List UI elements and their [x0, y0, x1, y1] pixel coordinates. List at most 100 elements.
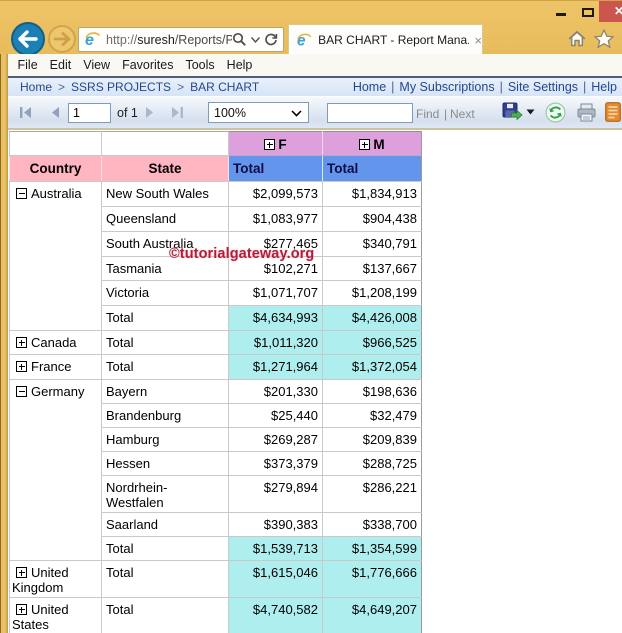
table-row: Germany Bayern $201,330 $198,636: [9, 379, 422, 561]
country-label: United Kingdom: [12, 565, 69, 595]
state-cell: Hessen: [101, 451, 229, 476]
menu-item-tools[interactable]: Tools: [185, 58, 215, 72]
back-button[interactable]: [11, 22, 45, 56]
breadcrumb-link[interactable]: Home: [20, 80, 53, 94]
export-icon[interactable]: [501, 101, 523, 123]
value-cell-f: $1,011,320: [228, 330, 323, 355]
menu-item-view[interactable]: View: [83, 58, 111, 72]
value-cell-m: $4,649,207: [322, 597, 422, 633]
value-cell-m: $4,426,008: [322, 305, 422, 331]
site-link[interactable]: My Subscriptions: [399, 80, 495, 94]
tab-close-icon[interactable]: ×: [474, 32, 482, 48]
country-cell-united-kingdom: United Kingdom: [9, 560, 102, 598]
export-dropdown-icon[interactable]: [526, 109, 535, 115]
value-cell-f: $390,383: [228, 512, 323, 537]
value-cell-f: $1,539,713: [228, 536, 323, 561]
print-icon[interactable]: [576, 103, 597, 122]
value-cell-f: $102,271: [228, 256, 323, 281]
value-cell-f: $1,271,964: [228, 354, 323, 380]
state-cell: South Australia: [101, 231, 229, 257]
value-cell-f: $269,287: [228, 427, 323, 452]
breadcrumb-separator: >: [58, 80, 66, 94]
address-dropdown-icon[interactable]: [251, 36, 260, 43]
minimize-button[interactable]: [556, 13, 566, 16]
page-number-input[interactable]: [68, 103, 111, 123]
close-button[interactable]: ✕: [599, 1, 622, 22]
menu-item-favorites[interactable]: Favorites: [122, 58, 174, 72]
menu-item-file[interactable]: File: [17, 58, 38, 72]
total-header-m: Total: [322, 155, 422, 182]
forward-button[interactable]: [48, 25, 76, 53]
breadcrumb: Home > SSRS PROJECTS > BAR CHART: [20, 80, 259, 94]
site-link[interactable]: Site Settings: [507, 80, 579, 94]
svg-text:e: e: [297, 32, 306, 48]
country-cell-canada: Canada: [9, 330, 102, 355]
collapse-toggle-icon[interactable]: [16, 188, 27, 199]
state-cell: Total: [101, 560, 229, 598]
table-row: Nordrhein-Westfalen $279,894 $286,221: [10, 475, 422, 513]
state-cell: Saarland: [101, 512, 229, 537]
expand-toggle-icon[interactable]: [16, 604, 27, 615]
refresh-report-icon[interactable]: [545, 102, 566, 123]
country-cell-germany: Germany: [9, 379, 102, 561]
find-link[interactable]: Find: [416, 107, 440, 121]
state-cell: Queensland: [101, 206, 229, 232]
breadcrumb-link[interactable]: BAR CHART: [190, 80, 260, 94]
state-cell: New South Wales: [101, 181, 229, 207]
report-toolbar: of 1 100% Find | Next: [0, 96, 622, 129]
table-row: Total $1,539,713 $1,354,599: [10, 536, 422, 561]
state-cell: Total: [101, 330, 229, 355]
refresh-page-icon[interactable]: [264, 33, 278, 47]
address-bar[interactable]: e http://suresh/Reports/P: [78, 27, 284, 52]
value-cell-f: $1,071,707: [228, 280, 323, 306]
table-row: Canada Total $1,011,320 $966,525: [9, 330, 422, 355]
state-cell: Bayern: [101, 379, 229, 404]
next-page-button[interactable]: [145, 106, 155, 119]
ie-tab-icon: e: [297, 32, 312, 49]
country-cell-australia: Australia: [9, 181, 102, 331]
table-row: Brandenburg $25,440 $32,479: [10, 403, 422, 428]
find-input[interactable]: [327, 103, 413, 123]
next-link[interactable]: Next: [450, 107, 475, 121]
site-links-separator: |: [391, 80, 395, 94]
value-cell-f: $25,440: [228, 403, 323, 428]
expand-toggle-icon[interactable]: [16, 337, 27, 348]
favorites-star-icon[interactable]: [594, 29, 614, 48]
expand-toggle-icon[interactable]: [264, 139, 276, 150]
country-cell-france: France: [9, 354, 102, 380]
home-icon[interactable]: [568, 30, 586, 47]
state-cell: Victoria: [101, 280, 229, 306]
value-cell-f: $4,634,993: [228, 305, 323, 331]
menu-item-edit[interactable]: Edit: [49, 58, 72, 72]
state-cell: Total: [101, 305, 229, 331]
page-count-label: of 1: [117, 106, 138, 120]
breadcrumb-link[interactable]: SSRS PROJECTS: [71, 80, 172, 94]
maximize-button[interactable]: [582, 8, 594, 17]
value-cell-m: $32,479: [322, 403, 422, 428]
value-cell-m: $904,438: [322, 206, 422, 232]
site-links-separator: |: [499, 80, 503, 94]
data-feed-icon[interactable]: [605, 102, 621, 122]
column-group-header-f[interactable]: F: [228, 131, 323, 156]
site-links-separator: |: [583, 80, 587, 94]
menu-item-help[interactable]: Help: [226, 58, 253, 72]
expand-toggle-icon[interactable]: [16, 567, 27, 578]
search-icon[interactable]: [232, 32, 247, 47]
site-links: Home | My Subscriptions | Site Settings | Help: [353, 80, 617, 94]
site-link[interactable]: Home: [352, 80, 387, 94]
collapse-toggle-icon[interactable]: [16, 386, 27, 397]
browser-tab[interactable]: e BAR CHART - Report Mana... ×: [288, 24, 483, 55]
corner-cell-state-blank: [101, 131, 229, 156]
expand-toggle-icon[interactable]: [359, 139, 371, 150]
site-link[interactable]: Help: [591, 80, 617, 94]
column-group-header-m[interactable]: M: [322, 131, 422, 156]
last-page-button[interactable]: [171, 106, 184, 119]
first-page-button[interactable]: [19, 106, 32, 119]
value-cell-f: $4,740,582: [228, 597, 323, 633]
zoom-select[interactable]: 100%: [208, 102, 309, 123]
expand-toggle-icon[interactable]: [16, 361, 27, 372]
table-row: Victoria $1,071,707 $1,208,199: [10, 280, 422, 306]
previous-page-button[interactable]: [50, 106, 60, 119]
value-cell-m: $1,776,666: [322, 560, 422, 598]
matrix-report-table: F M Country State Total Total Australia New Sou…: [9, 131, 422, 633]
